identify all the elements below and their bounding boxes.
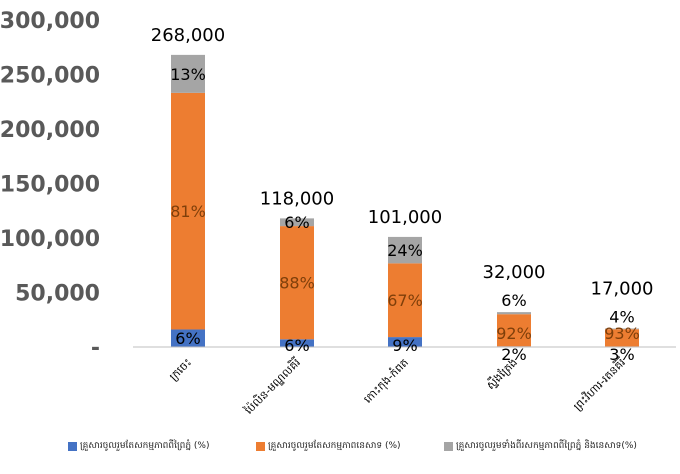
legend-item-fishing: គ្រួសារចូលរួមតែសកម្មភាពនេសាទ (%) [256,440,401,453]
total-label: 32,000 [483,262,546,283]
bar-segment-both [280,218,314,227]
bar-segment-forest [280,339,314,347]
legend: គ្រួសារចូលរួមតែសកម្មភាពពីព្រៃភ្នំ (%) គ្… [68,440,680,460]
legend-swatch-forest [68,442,77,451]
bar-segment-both [171,54,205,93]
y-tick-label: 50,000 [15,282,100,307]
segment-label-forest: 9% [392,336,417,355]
segment-label-forest: 2% [501,345,526,364]
total-label: 268,000 [151,25,225,46]
legend-label-fishing: គ្រួសារចូលរួមតែសកម្មភាពនេសាទ (%) [268,441,401,451]
segment-label-both: 6% [501,291,526,310]
legend-item-forest: គ្រួសារចូលរួមតែសកម្មភាពពីព្រៃភ្នំ (%) [68,440,210,453]
bar-segment-forest [388,337,422,347]
segment-label-both: 4% [609,307,634,326]
y-tick-label: - [91,336,100,361]
data-labels: 6% 81% 13% 268,000 6% 88% 6% 118,000 9% 67% 24% 101… [151,25,654,364]
bar-segment-fishing [497,314,531,347]
bar-segment-fishing [388,263,422,338]
x-tick-label: កោះកុង-កំពត [360,355,411,406]
legend-swatch-both [444,442,453,451]
total-label: 17,000 [591,278,654,299]
segment-label-fishing: 92% [496,324,532,343]
bar-segment-fishing [605,329,639,347]
bar-segment-forest [171,329,205,347]
total-label: 101,000 [368,207,442,228]
segment-label-both: 13% [170,65,206,84]
segment-label-fishing: 67% [387,291,423,310]
bar-segment-fishing [171,92,205,330]
bar-segment-both [388,236,422,264]
total-label: 118,000 [260,188,334,209]
y-axis: - 50,000 100,000 150,000 200,000 250,000 300,0… [0,9,100,361]
bars [171,54,639,347]
segment-label-fishing: 81% [170,202,206,221]
legend-swatch-fishing [256,442,265,451]
bar-segment-fishing [280,226,314,340]
legend-label-forest: គ្រួសារចូលរួមតែសកម្មភាពពីព្រៃភ្នំ (%) [80,441,210,451]
x-tick-label: ក្រចេះ [167,356,194,383]
segment-label-both: 24% [387,241,423,260]
segment-label-forest: 6% [175,329,200,348]
bar-segment-both [497,312,531,315]
y-tick-label: 200,000 [0,118,100,143]
segment-label-forest: 6% [284,336,309,355]
segment-label-fishing: 88% [279,274,315,293]
x-tick-label: ប៉ៃលិន-មណ្ឌលគិរី [241,355,303,417]
segment-label-both: 6% [284,213,309,232]
bar-segment-both [605,328,639,330]
x-axis: ក្រចេះ ប៉ៃលិន-មណ្ឌលគិរី កោះកុង-កំពត ស្ទឹងត្… [167,355,628,417]
x-tick-label: ព្រះវិហារ-រតនគិរី [570,355,628,413]
y-tick-label: 300,000 [0,9,100,34]
y-tick-label: 150,000 [0,173,100,198]
segment-label-forest: 3% [609,345,634,364]
legend-item-both: គ្រួសារចូលរួមទាំងពីរសកម្មភាពពីព្រៃភ្នំ ន… [444,440,637,453]
legend-label-both: គ្រួសារចូលរួមទាំងពីរសកម្មភាពពីព្រៃភ្នំ ន… [456,441,637,451]
y-tick-label: 250,000 [0,64,100,89]
y-tick-label: 100,000 [0,227,100,252]
segment-label-fishing: 93% [604,324,640,343]
